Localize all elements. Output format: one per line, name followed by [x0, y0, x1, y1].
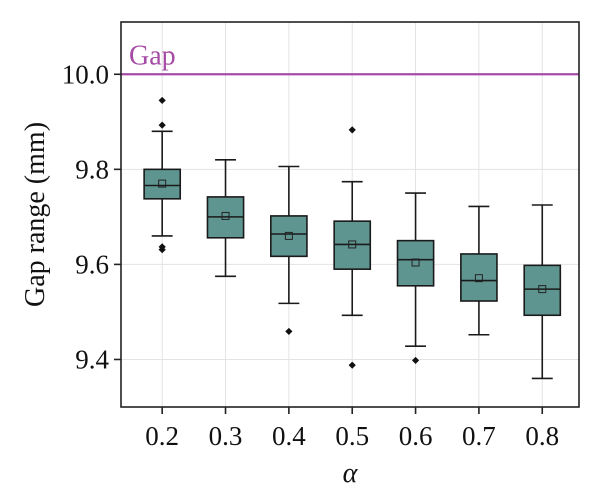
box-series	[143, 96, 562, 380]
mean-marker	[284, 231, 293, 240]
outlier-point	[158, 246, 166, 254]
box-iqr	[270, 215, 308, 258]
outlier-point	[158, 121, 166, 129]
outlier-point	[411, 356, 420, 365]
box-0.2	[143, 96, 182, 254]
mean-marker	[158, 179, 167, 188]
box-0.4	[270, 165, 308, 336]
x-tick-label: 0.8	[525, 421, 559, 451]
y-tick-label: 9.4	[75, 344, 109, 374]
x-tick-label: 0.6	[399, 421, 433, 451]
reference-line-label: Gap	[129, 40, 176, 71]
axis-ticks: 9.4 9.6 9.8 10.0 0.2 0.3 0.4 0.5 0.6 0.7 0.8	[62, 59, 559, 451]
outlier-point	[348, 361, 356, 369]
plot-frame	[120, 21, 580, 408]
mean-marker	[348, 240, 357, 249]
box-0.6	[396, 192, 435, 365]
box-iqr	[460, 253, 498, 302]
outlier-point	[285, 327, 293, 336]
box-iqr	[143, 168, 182, 200]
y-tick-label: 9.8	[75, 154, 109, 184]
box-iqr	[523, 264, 562, 317]
mean-marker	[411, 258, 420, 267]
x-tick-label: 0.4	[272, 421, 306, 451]
mean-marker	[221, 211, 230, 220]
mean-marker	[538, 285, 547, 294]
x-tick-label: 0.2	[145, 421, 179, 451]
mean-marker	[474, 274, 483, 283]
box-0.7	[460, 205, 498, 336]
box-0.8	[523, 204, 562, 380]
x-tick-label: 0.7	[462, 421, 496, 451]
x-tick-label: 0.3	[209, 421, 243, 451]
reference-line-group: Gap	[121, 40, 579, 76]
x-tick-label: 0.5	[335, 421, 369, 451]
y-tick-label: 9.6	[75, 249, 109, 279]
box-0.3	[206, 159, 245, 278]
grid-lines	[121, 22, 579, 407]
x-axis-label: α	[343, 458, 359, 489]
outlier-point	[158, 96, 166, 105]
box-0.5	[333, 126, 372, 369]
y-tick-label: 10.0	[62, 59, 109, 89]
y-axis-label: Gap range (mm)	[20, 122, 51, 307]
box-iqr	[396, 239, 435, 287]
outlier-point	[348, 126, 356, 134]
